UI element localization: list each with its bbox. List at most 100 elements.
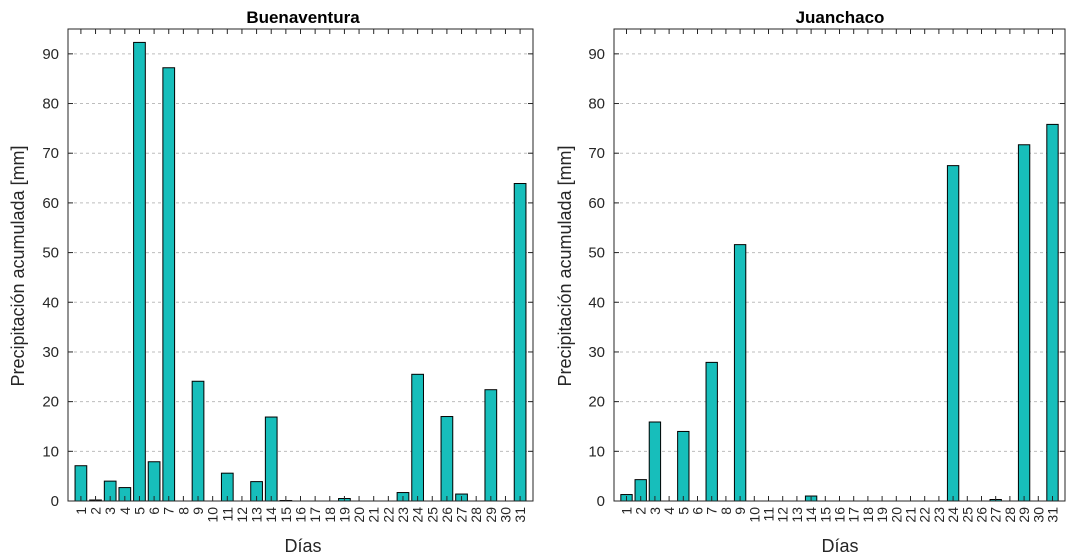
x-tick-label: 7 — [704, 507, 720, 515]
y-tick-label: 0 — [51, 493, 59, 510]
y-tick-label: 30 — [42, 344, 59, 361]
x-tick-label: 16 — [293, 507, 309, 523]
x-tick-label: 10 — [205, 507, 221, 523]
y-tick-labels: 0 10 20 30 40 50 60 70 80 90 — [42, 46, 59, 510]
x-tick-label: 23 — [395, 507, 411, 523]
x-tick-label: 22 — [917, 507, 933, 523]
x-tick-label: 14 — [263, 507, 279, 523]
x-tick-label: 5 — [675, 507, 691, 515]
x-tick-label: 30 — [1030, 507, 1046, 523]
chart-title: Juanchaco — [796, 8, 885, 27]
x-tick-label: 21 — [366, 507, 382, 523]
x-tick-label: 5 — [131, 507, 147, 515]
x-tick-label: 2 — [88, 507, 104, 515]
bar — [147, 461, 161, 502]
x-tick-label: 13 — [249, 507, 265, 523]
y-tick-label: 60 — [42, 195, 59, 212]
chart-panel-juanchaco: Juanchaco Precipitación acumulada [mm] D… — [555, 8, 1066, 556]
x-tick-label: 17 — [307, 507, 323, 523]
gridlines — [614, 53, 1065, 452]
x-tick-label: 26 — [439, 507, 455, 523]
x-tick-label: 11 — [761, 507, 777, 522]
x-axis-label: Días — [821, 536, 858, 556]
x-tick-label: 9 — [190, 507, 206, 515]
y-tick-label: 20 — [588, 394, 605, 411]
x-tick-label: 24 — [410, 507, 426, 523]
x-tick-label: 27 — [454, 507, 470, 523]
bars — [620, 123, 1059, 502]
y-tick-label: 70 — [42, 145, 59, 162]
x-tick-label: 15 — [817, 507, 833, 523]
x-tick-label: 1 — [619, 507, 635, 515]
x-tick-label: 9 — [732, 507, 748, 515]
x-tick-label: 1 — [73, 507, 89, 515]
x-tick-label: 4 — [661, 507, 677, 515]
y-tick-label: 50 — [42, 245, 59, 262]
x-tick-label: 29 — [1016, 507, 1032, 523]
x-tick-label: 18 — [860, 507, 876, 523]
bar — [946, 165, 960, 502]
y-tick-label: 30 — [588, 344, 605, 361]
y-tick-label: 50 — [588, 245, 605, 262]
bar — [74, 465, 88, 502]
y-tick-label: 70 — [588, 145, 605, 162]
y-tick-label: 90 — [42, 46, 59, 63]
bar — [191, 380, 205, 502]
y-tick-label: 40 — [588, 294, 605, 311]
x-tick-label: 4 — [117, 507, 133, 515]
x-tick-label: 13 — [789, 507, 805, 523]
y-tick-label: 60 — [588, 195, 605, 212]
x-tick-label: 19 — [874, 507, 890, 523]
x-tick-label: 12 — [234, 507, 250, 523]
axes-frame — [613, 28, 1066, 502]
x-tick-label: 8 — [175, 507, 191, 515]
bar — [484, 389, 498, 502]
x-tick-label: 23 — [931, 507, 947, 523]
x-tick-label: 31 — [1044, 507, 1060, 523]
x-tick-label: 2 — [633, 507, 649, 515]
bar — [705, 361, 718, 502]
bar — [1046, 123, 1059, 502]
y-tick-label: 0 — [597, 493, 605, 510]
x-tick-label: 24 — [945, 507, 961, 523]
bar — [411, 373, 424, 502]
x-tick-label: 6 — [690, 507, 706, 515]
x-tick-label: 25 — [959, 507, 975, 523]
y-tick-label: 10 — [588, 443, 605, 460]
y-tick-label: 10 — [42, 443, 59, 460]
x-tick-label: 20 — [351, 507, 367, 523]
bar — [440, 416, 454, 502]
y-axis-label: Precipitación acumulada [mm] — [555, 145, 575, 386]
x-tick-labels: 1234567891011121314151617181920212223242… — [619, 507, 1061, 523]
x-tick-labels: 1234567891011121314151617181920212223242… — [73, 507, 528, 523]
bar — [1017, 144, 1031, 502]
bar — [133, 41, 146, 502]
bar — [733, 244, 747, 502]
x-tick-label: 21 — [902, 507, 918, 523]
x-tick-label: 8 — [718, 507, 734, 515]
y-tick-label: 80 — [42, 96, 59, 113]
y-axis-label: Precipitación acumulada [mm] — [8, 145, 28, 386]
x-tick-label: 12 — [775, 507, 791, 523]
x-tick-label: 31 — [512, 507, 528, 523]
x-tick-label: 3 — [647, 507, 663, 515]
bar — [648, 421, 662, 502]
chart-title: Buenaventura — [246, 8, 360, 27]
x-tick-label: 3 — [102, 507, 118, 515]
x-tick-label: 30 — [497, 507, 513, 523]
x-tick-label: 15 — [278, 507, 294, 523]
x-tick-label: 7 — [161, 507, 177, 515]
y-tick-labels: 0 10 20 30 40 50 60 70 80 90 — [588, 46, 605, 510]
x-tick-label: 27 — [988, 507, 1004, 523]
bar — [513, 183, 527, 502]
x-tick-label: 28 — [468, 507, 484, 523]
x-tick-label: 6 — [146, 507, 162, 515]
chart-panel-buenaventura: Buenaventura Precipitación acumulada [mm… — [8, 8, 534, 556]
x-axis-label: Días — [284, 536, 321, 556]
x-tick-label: 18 — [322, 507, 338, 523]
x-tick-label: 16 — [832, 507, 848, 523]
y-tick-label: 20 — [42, 394, 59, 411]
y-tick-label: 40 — [42, 294, 59, 311]
y-tick-label: 90 — [588, 46, 605, 63]
